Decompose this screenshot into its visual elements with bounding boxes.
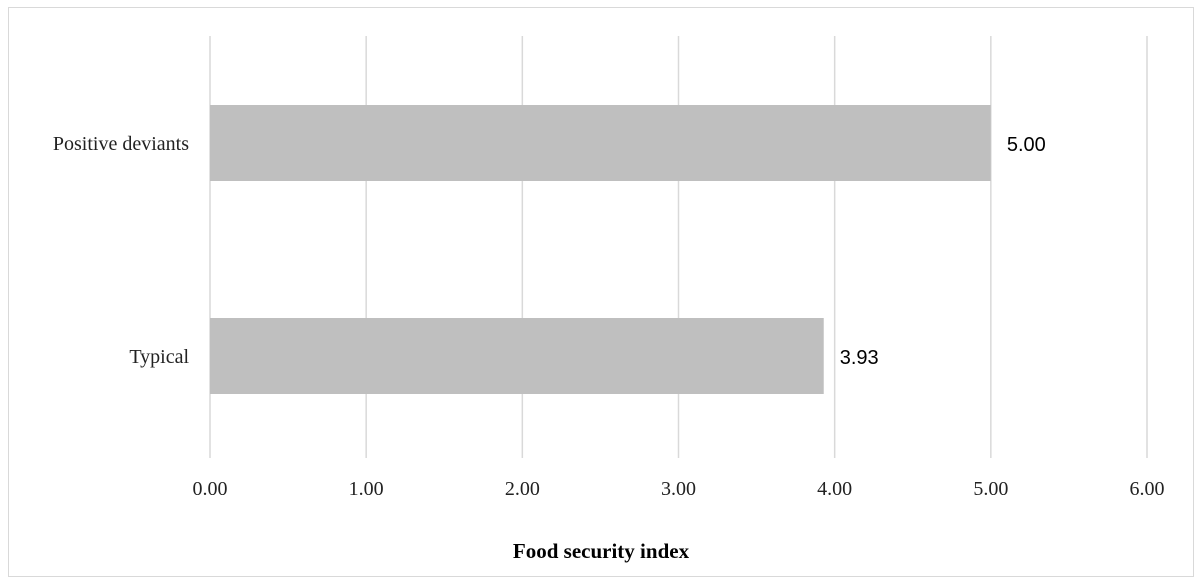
x-tick-label-3: 3.00: [661, 478, 696, 500]
bar-positive-deviants: [210, 105, 991, 181]
bars: [210, 105, 991, 394]
data-label-0: 5.00: [1007, 134, 1046, 156]
grid-lines: [209, 36, 1148, 458]
x-tick-label-0: 0.00: [193, 478, 228, 500]
x-tick-label-5: 5.00: [973, 478, 1008, 500]
x-tick-label-6: 6.00: [1130, 478, 1165, 500]
category-label-0: Positive deviants: [53, 133, 189, 155]
chart-frame: [8, 7, 1194, 577]
x-tick-label-4: 4.00: [817, 478, 852, 500]
data-label-1: 3.93: [840, 347, 879, 369]
labels: 0.00 1.00 2.00 3.00 4.00 5.00 6.00 Positive dev…: [53, 133, 1165, 500]
x-axis-title: Food security index: [513, 539, 690, 563]
x-tick-label-1: 1.00: [349, 478, 384, 500]
x-tick-label-2: 2.00: [505, 478, 540, 500]
bar-typical: [210, 318, 824, 394]
category-label-1: Typical: [129, 346, 189, 368]
